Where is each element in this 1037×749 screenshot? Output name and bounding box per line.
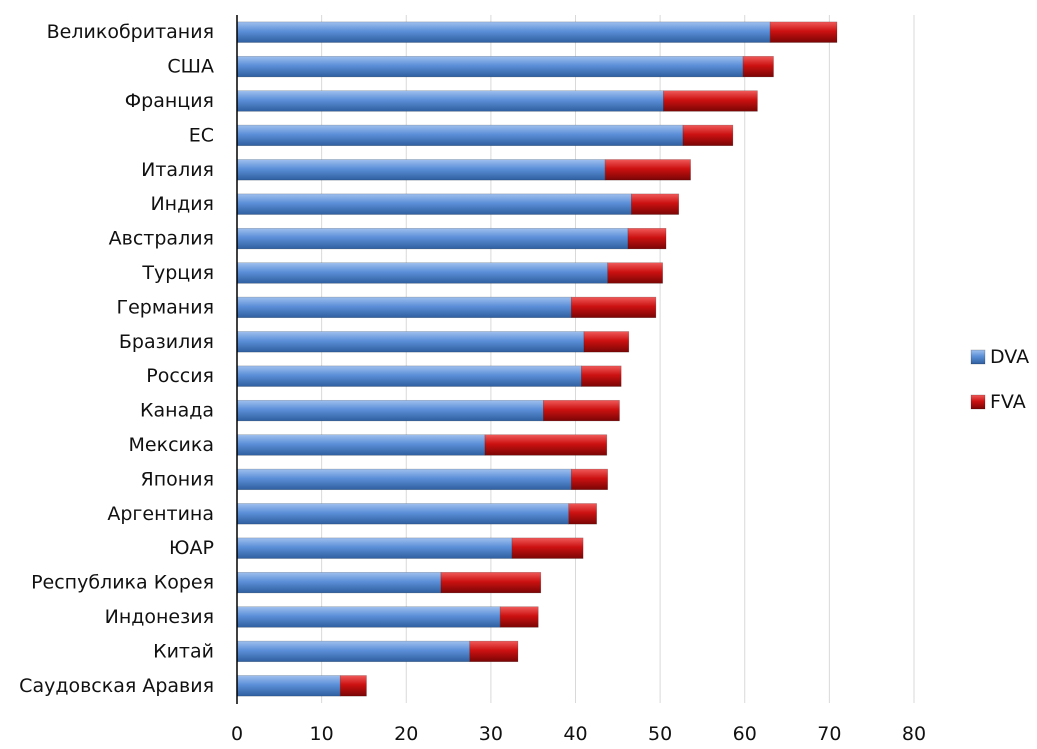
- bar-dva: [236, 606, 501, 628]
- x-tick-label: 60: [733, 723, 757, 745]
- category-label: Индия: [150, 193, 214, 215]
- category-label: Франция: [125, 90, 214, 112]
- bar-dva: [236, 675, 341, 697]
- category-label: США: [167, 56, 214, 78]
- bar-dva: [236, 537, 513, 559]
- bar-dva: [236, 571, 442, 594]
- category-label: Россия: [146, 365, 214, 387]
- x-tick-label: 30: [479, 723, 503, 745]
- gridlines: [321, 15, 915, 703]
- category-label: Италия: [141, 159, 214, 181]
- category-label: Япония: [141, 468, 214, 490]
- bar-fva: [339, 675, 367, 697]
- x-tick-label: 40: [563, 723, 587, 745]
- bar-dva: [236, 55, 744, 78]
- bar-dva: [236, 159, 606, 181]
- category-label: Мексика: [129, 434, 214, 456]
- bar-fva: [440, 571, 542, 594]
- x-tick-labels: 0 10 20 30 40 50 60 70 80: [231, 723, 926, 745]
- bar-fva: [682, 124, 734, 147]
- bar-fva: [469, 640, 519, 663]
- category-label: Саудовская Аравия: [19, 675, 214, 697]
- category-label: Индонезия: [105, 606, 214, 628]
- bar-fva: [769, 21, 838, 43]
- category-labels: Великобритания США Франция ЕС Италия Индия Авс…: [19, 21, 214, 697]
- bar-dva: [236, 21, 771, 43]
- legend-swatch-fva: [970, 394, 986, 410]
- legend: DVA FVA: [970, 346, 1029, 413]
- bar-fva: [570, 296, 657, 319]
- category-label: Канада: [140, 400, 214, 422]
- bar-fva: [511, 537, 584, 559]
- x-tick-label: 0: [231, 723, 243, 745]
- category-label: Австралия: [109, 228, 214, 250]
- x-tick-label: 50: [648, 723, 672, 745]
- bar-dva: [236, 193, 632, 215]
- legend-swatch-dva: [970, 349, 986, 365]
- bar-fva: [570, 468, 608, 491]
- bar-dva: [236, 124, 684, 147]
- category-label: Китай: [153, 640, 214, 662]
- category-label: Турция: [141, 262, 214, 284]
- category-label: Республика Корея: [31, 572, 214, 594]
- bar-fva: [627, 227, 667, 250]
- bar-fva: [604, 159, 691, 181]
- bar-dva: [236, 262, 608, 284]
- category-label: Аргентина: [107, 503, 214, 525]
- bar-dva: [236, 331, 585, 353]
- category-label: ЕС: [189, 124, 214, 146]
- bar-dva: [236, 227, 629, 250]
- bar-fva: [484, 434, 608, 456]
- bar-dva: [236, 296, 572, 319]
- category-label: Германия: [116, 296, 214, 318]
- category-label: ЮАР: [169, 537, 214, 559]
- x-tick-label: 80: [902, 723, 926, 745]
- x-tick-label: 20: [394, 723, 418, 745]
- x-tick-label: 70: [817, 723, 841, 745]
- bar-fva: [742, 55, 774, 78]
- x-tick-label: 10: [310, 723, 334, 745]
- bar-fva: [499, 606, 539, 628]
- bar-fva: [607, 262, 663, 284]
- bars: [236, 21, 838, 697]
- bar-fva: [583, 331, 630, 353]
- bar-fva: [543, 399, 620, 422]
- bar-fva: [568, 503, 597, 525]
- category-label: Бразилия: [119, 331, 214, 353]
- legend-label-dva: DVA: [990, 346, 1029, 368]
- bar-dva: [236, 399, 544, 422]
- bar-dva: [236, 365, 582, 387]
- bar-fva: [631, 193, 680, 215]
- bar-fva: [581, 365, 622, 387]
- bar-dva: [236, 468, 572, 491]
- bar-dva: [236, 640, 471, 663]
- bar-dva: [236, 90, 664, 112]
- bar-fva: [663, 90, 758, 112]
- category-label: Великобритания: [47, 21, 214, 43]
- legend-label-fva: FVA: [990, 391, 1026, 413]
- bar-dva: [236, 503, 570, 525]
- bar-dva: [236, 434, 486, 456]
